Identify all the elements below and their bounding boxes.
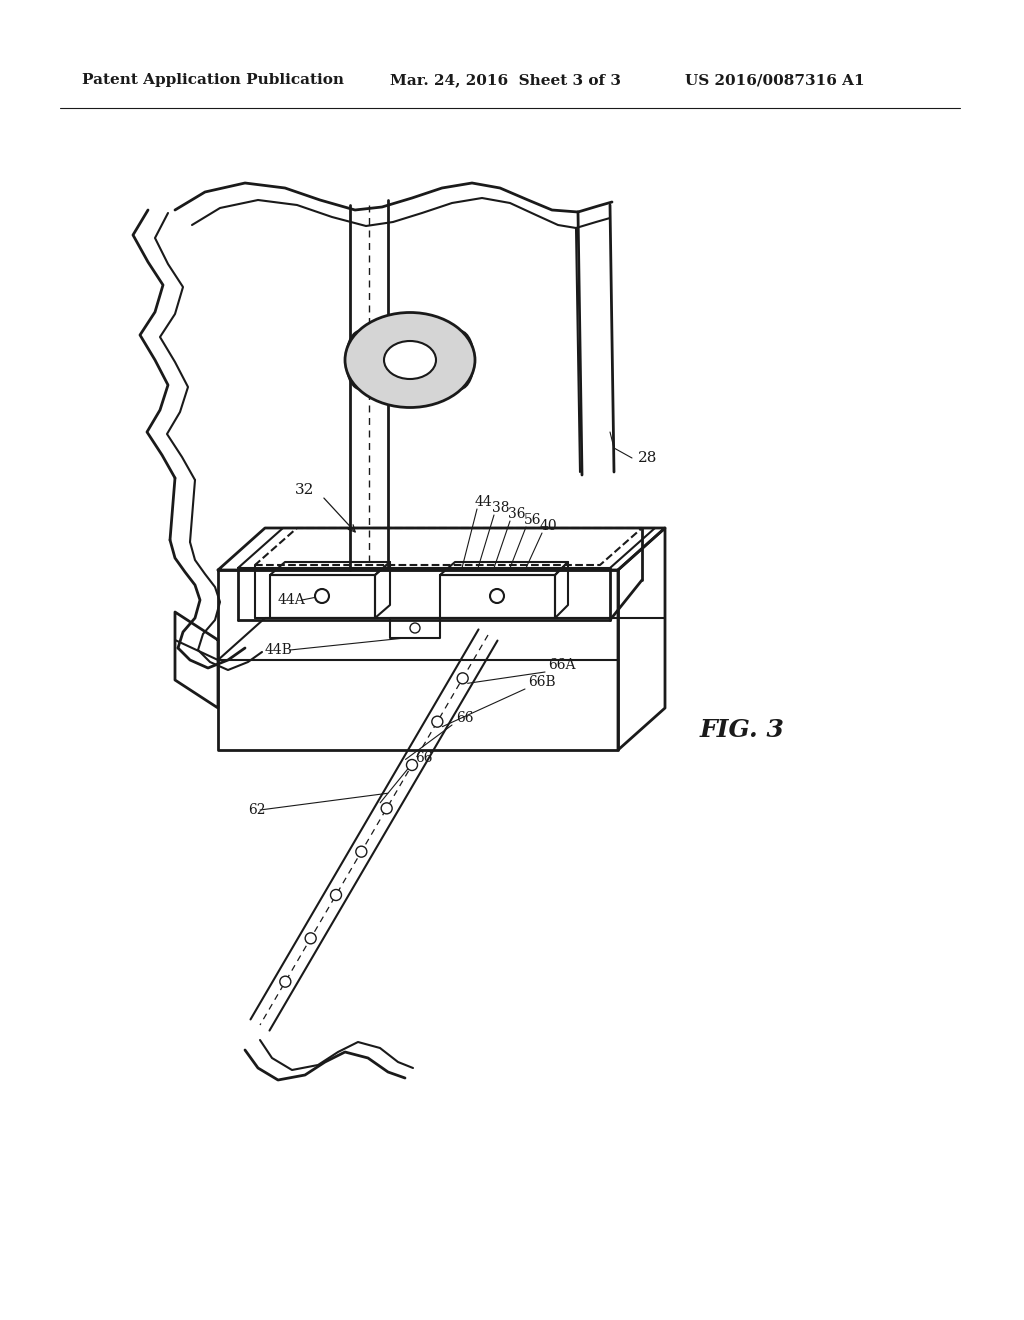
Text: 66: 66 <box>456 711 473 725</box>
Circle shape <box>331 890 341 900</box>
Circle shape <box>432 717 442 727</box>
Text: 66A: 66A <box>548 657 575 672</box>
Text: Mar. 24, 2016  Sheet 3 of 3: Mar. 24, 2016 Sheet 3 of 3 <box>390 73 621 87</box>
Text: US 2016/0087316 A1: US 2016/0087316 A1 <box>685 73 864 87</box>
Circle shape <box>410 623 420 634</box>
Text: 32: 32 <box>295 483 314 498</box>
Text: 66: 66 <box>415 751 432 766</box>
Text: FIG. 3: FIG. 3 <box>700 718 784 742</box>
Circle shape <box>407 759 418 771</box>
Text: 36: 36 <box>508 507 525 521</box>
Ellipse shape <box>345 313 475 408</box>
Circle shape <box>457 673 468 684</box>
Text: Patent Application Publication: Patent Application Publication <box>82 73 344 87</box>
Text: 44: 44 <box>475 495 493 510</box>
Circle shape <box>315 589 329 603</box>
Text: 44B: 44B <box>265 643 293 657</box>
Circle shape <box>381 803 392 814</box>
Text: 62: 62 <box>248 803 265 817</box>
Circle shape <box>490 589 504 603</box>
Text: 38: 38 <box>492 502 510 515</box>
Circle shape <box>305 933 316 944</box>
Ellipse shape <box>384 341 436 379</box>
Text: 66B: 66B <box>528 675 556 689</box>
Text: 44A: 44A <box>278 593 306 607</box>
Circle shape <box>280 977 291 987</box>
Text: 28: 28 <box>638 451 657 465</box>
Text: 40: 40 <box>540 519 558 533</box>
Text: 56: 56 <box>524 513 542 527</box>
Circle shape <box>355 846 367 857</box>
